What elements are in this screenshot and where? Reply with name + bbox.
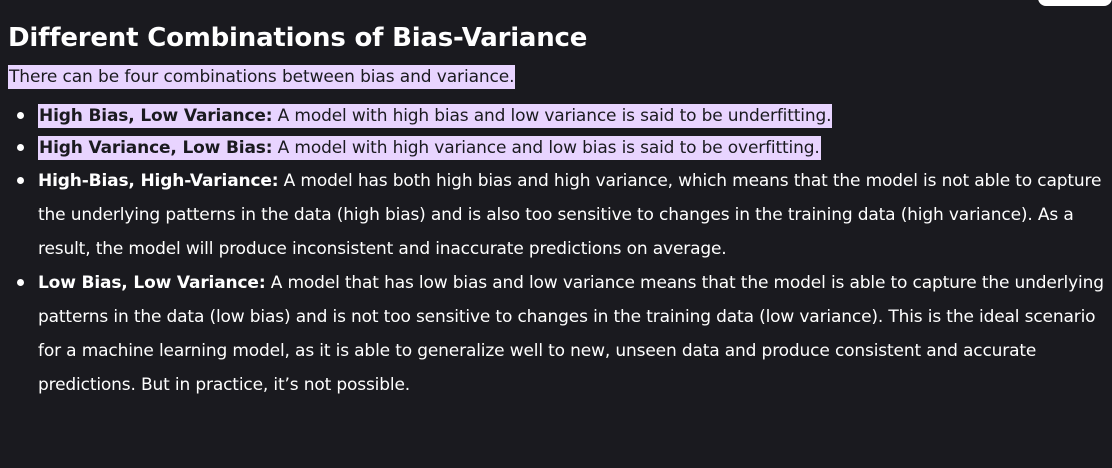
item-text: A model that has low bias and low varian… <box>38 273 1104 395</box>
list-item: High-Bias, High-Variance: A model has bo… <box>8 164 1104 266</box>
item-term: Low Bias, Low Variance: <box>38 273 266 293</box>
article-section: Different Combinations of Bias-Variance … <box>8 18 1104 402</box>
list-item: High Bias, Low Variance: A model with hi… <box>8 100 1104 132</box>
list-item: High Variance, Low Bias: A model with hi… <box>8 132 1104 164</box>
item-term: High Variance, Low Bias: <box>39 138 273 158</box>
item-highlight: High Bias, Low Variance: A model with hi… <box>38 104 833 128</box>
list-item: Low Bias, Low Variance: A model that has… <box>8 266 1104 402</box>
intro-highlight: There can be four combinations between b… <box>8 65 516 89</box>
intro-paragraph: There can be four combinations between b… <box>8 64 1104 90</box>
item-term: High-Bias, High-Variance: <box>38 171 279 191</box>
item-text: A model with high variance and low bias … <box>272 138 820 158</box>
item-text: A model with high bias and low variance … <box>272 106 832 126</box>
bullet-icon <box>17 279 24 286</box>
item-text: A model has both high bias and high vari… <box>38 171 1102 259</box>
corner-tab <box>1038 0 1112 6</box>
bullet-icon <box>17 144 24 151</box>
item-term: High Bias, Low Variance: <box>39 106 273 126</box>
bullet-icon <box>17 177 24 184</box>
section-heading: Different Combinations of Bias-Variance <box>8 23 588 53</box>
item-highlight: High Variance, Low Bias: A model with hi… <box>38 136 821 160</box>
bullet-icon <box>17 112 24 119</box>
combinations-list: High Bias, Low Variance: A model with hi… <box>8 100 1104 402</box>
